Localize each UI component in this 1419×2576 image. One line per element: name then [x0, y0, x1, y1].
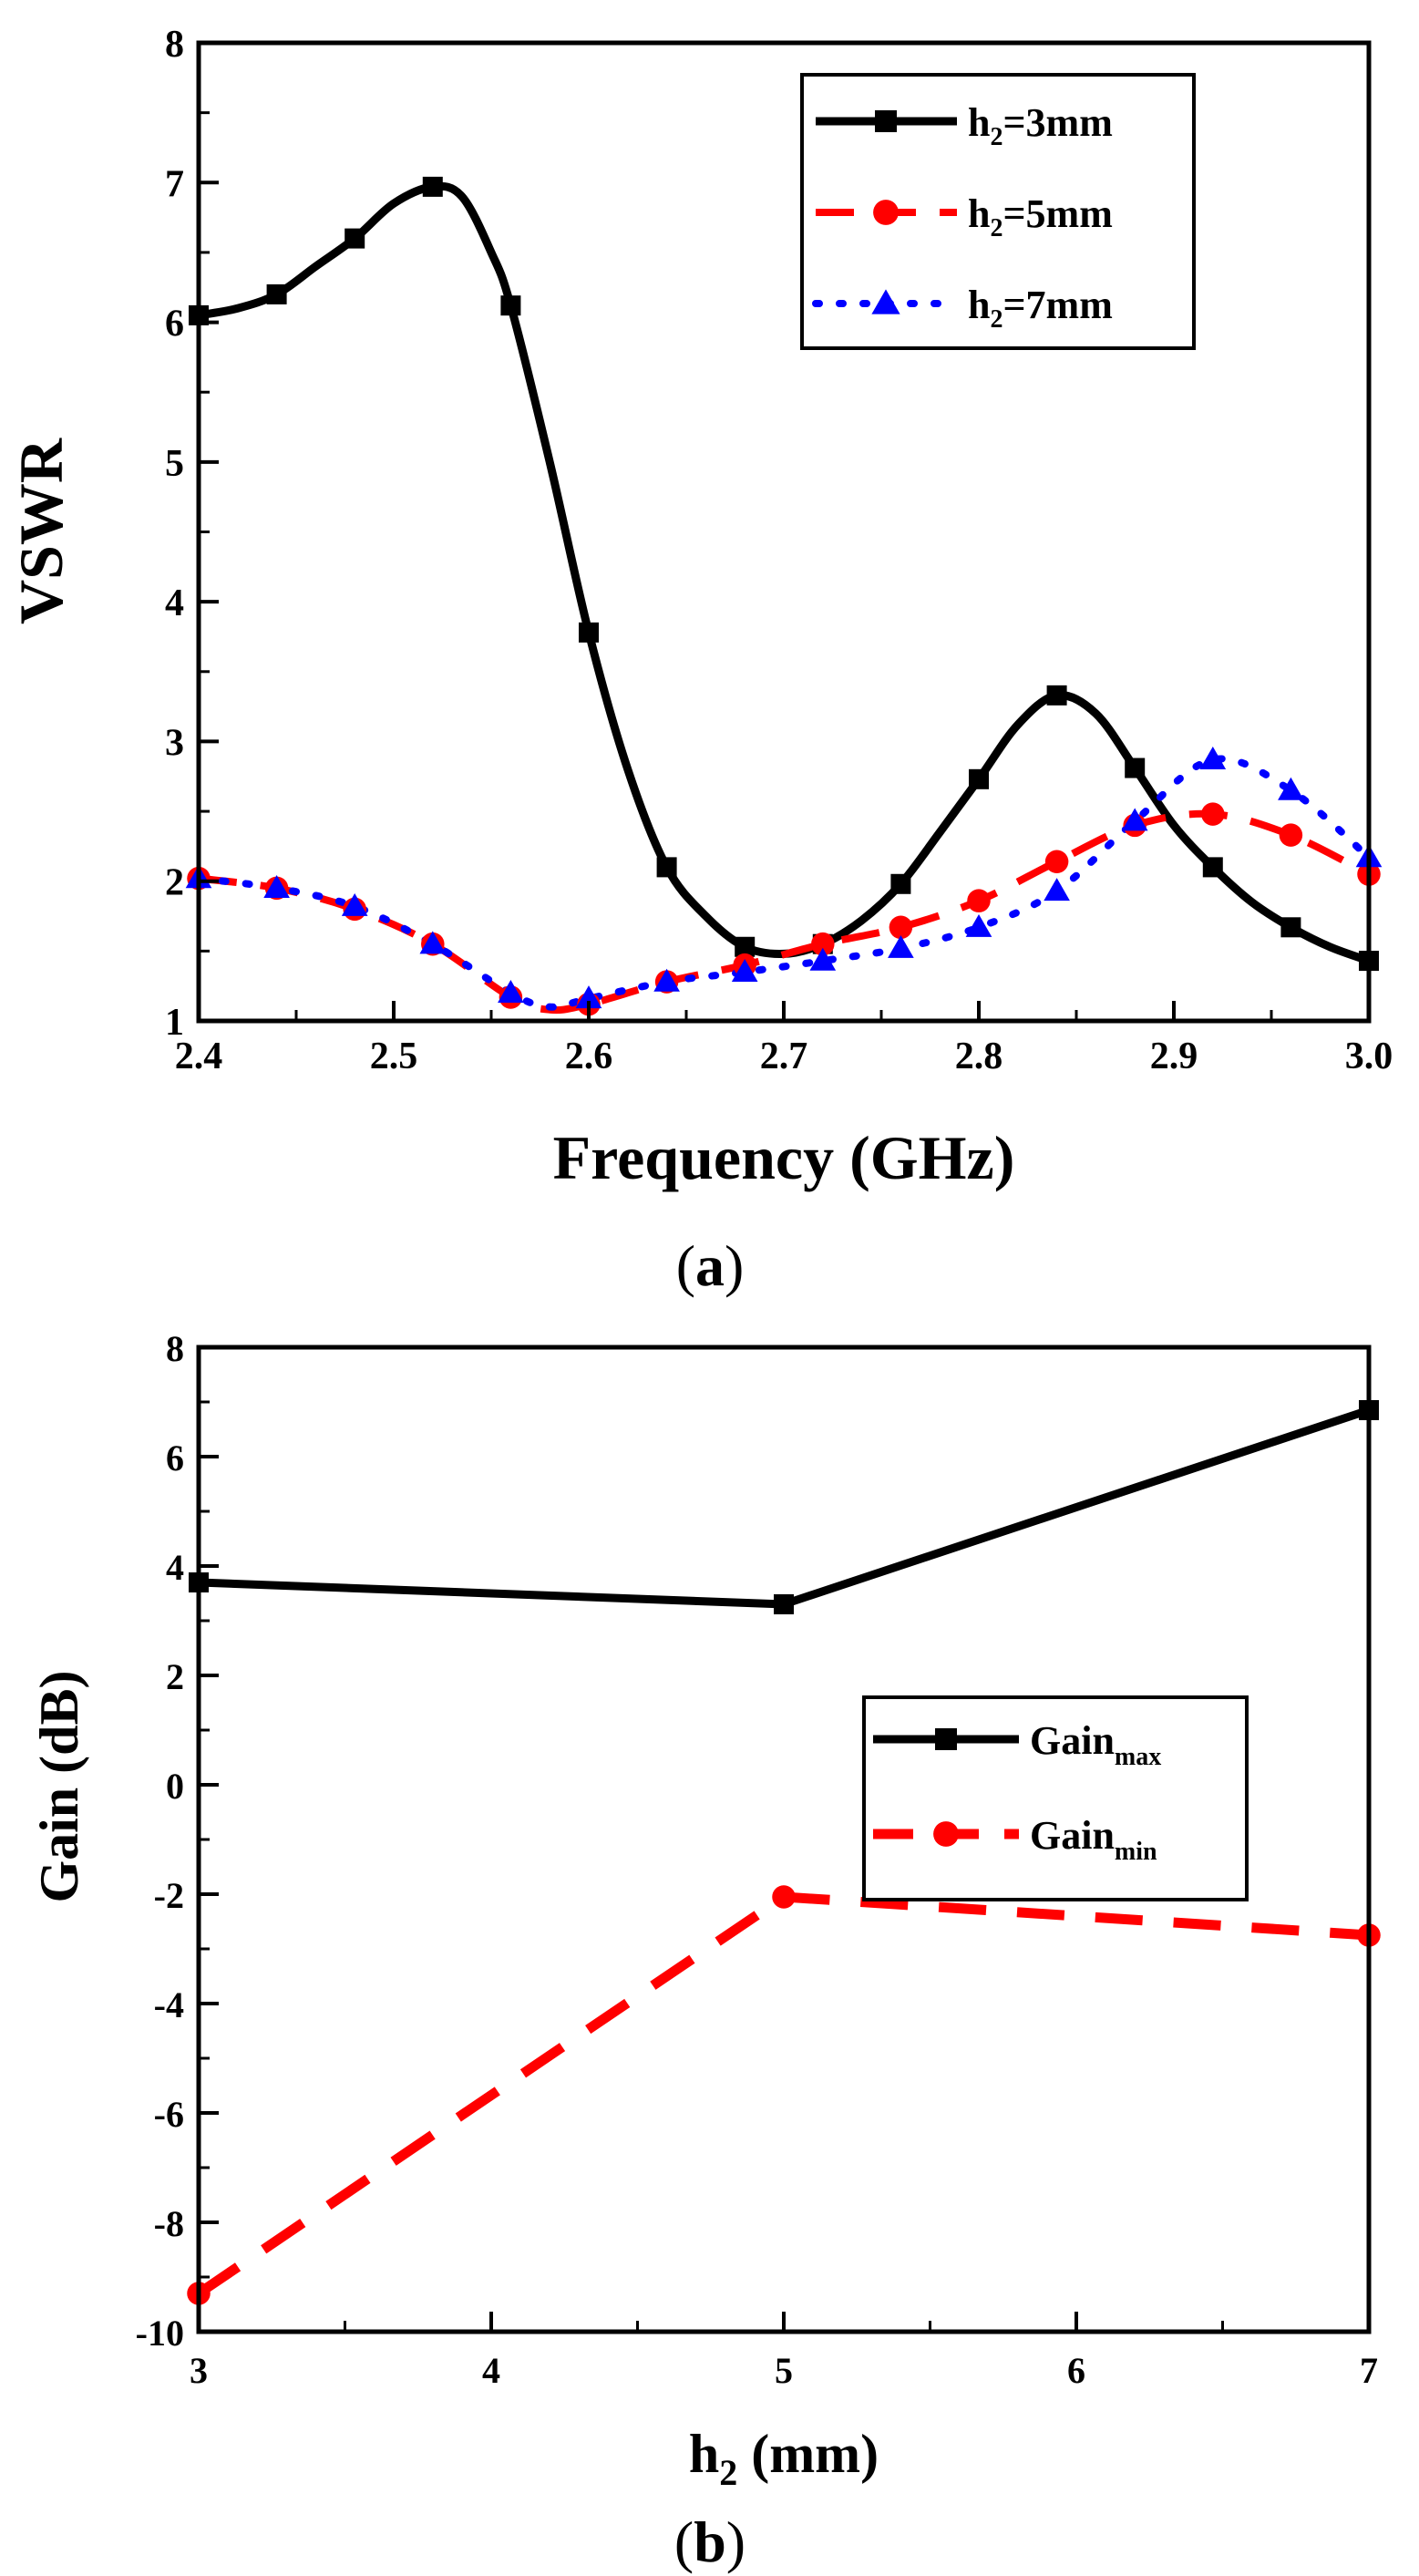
y-tick-label: 3	[165, 722, 184, 764]
chart-b-ticks: 3 4 5 6 7 -10 -8 -6 -4 -2 0 2 4 6 8	[136, 1328, 1378, 2391]
chart-a-ticks: 2.4 2.5 2.6 2.7 2.8 2.9 3.0 1 2 3 4 5 6 7 8	[165, 24, 1393, 1077]
series-line-h2=3mm	[198, 181, 1371, 965]
x-tick-label: 6	[1067, 2350, 1085, 2391]
data-point-h2=3mm	[890, 873, 911, 894]
data-point-h2=7mm	[1278, 777, 1304, 800]
chart-a-legend: h2=3mm h2=5mm h2=7mm	[800, 73, 1196, 350]
data-point-h2=3mm	[969, 768, 989, 789]
data-point-h2=5mm	[1044, 850, 1069, 874]
x-tick-label: 2.6	[565, 1036, 613, 1077]
y-tick-label: 6	[165, 304, 184, 345]
x-tick-label: 2.8	[955, 1036, 1003, 1077]
chart-b-ylabel: Gain (dB)	[29, 1670, 89, 1902]
y-tick-label: 5	[165, 443, 184, 485]
y-tick-label: -2	[154, 1875, 184, 1916]
chart-b-xlabel: h2 (mm)	[689, 2424, 879, 2493]
data-point-h2=3mm	[1202, 857, 1223, 878]
x-tick-label: 2.4	[175, 1036, 223, 1077]
x-tick-label: 2.5	[370, 1036, 418, 1077]
y-tick-label: 1	[165, 1002, 184, 1044]
data-point-h2=3mm	[500, 295, 521, 316]
data-point-h2=7mm	[653, 968, 680, 992]
data-point-h2=7mm	[809, 947, 837, 971]
chart-a-xlabel: Frequency (GHz)	[553, 1123, 1015, 1192]
data-point-Gainmax	[774, 1594, 794, 1614]
y-tick-label: 8	[165, 24, 184, 66]
data-point-h2=5mm	[1279, 823, 1303, 847]
data-point-h2=7mm	[263, 875, 290, 899]
chart-b-legend: Gainmax Gainmin	[862, 1695, 1249, 1901]
legend-marker-Gainmin	[933, 1821, 959, 1847]
data-point-h2=7mm	[498, 980, 524, 1003]
x-tick-label: 2.9	[1150, 1036, 1198, 1077]
x-tick-label: 3	[190, 2350, 208, 2391]
data-point-h2=5mm	[889, 915, 913, 940]
y-tick-label: 8	[166, 1328, 184, 1369]
data-point-h2=5mm	[967, 889, 991, 912]
legend-marker-h2=5mm	[873, 200, 899, 225]
y-tick-label: 4	[165, 582, 184, 624]
data-point-h2=7mm	[1044, 878, 1070, 902]
legend-marker-h2=7mm	[871, 289, 900, 314]
y-tick-label: 2	[166, 1656, 184, 1697]
legend-label-h2=5mm: h2=5mm	[968, 191, 1113, 242]
x-tick-label: 4	[482, 2350, 500, 2391]
data-point-h2=3mm	[579, 622, 599, 643]
y-tick-label: -8	[154, 2203, 184, 2244]
y-tick-label: -4	[154, 1984, 184, 2025]
y-tick-label: 7	[165, 163, 184, 205]
chart-b: 3 4 5 6 7 -10 -8 -6 -4 -2 0 2 4 6 8 Gainmax Gainmin Gai…	[29, 1328, 1381, 2574]
y-tick-label: 6	[166, 1437, 184, 1479]
y-tick-label: -10	[136, 2313, 184, 2354]
series-line-Gainmax	[198, 1406, 1371, 1609]
data-point-h2=7mm	[575, 985, 602, 1009]
legend-marker-Gainmax	[935, 1728, 957, 1750]
data-point-h2=3mm	[1125, 757, 1146, 778]
data-point-h2=7mm	[731, 959, 758, 982]
series-line-Gainmin	[195, 1891, 1370, 2298]
legend-marker-h2=3mm	[875, 110, 897, 132]
chart-a-plot-area	[185, 176, 1383, 1016]
chart-a-ylabel: VSWR	[6, 438, 76, 624]
y-tick-label: 4	[166, 1547, 184, 1588]
data-point-h2=7mm	[341, 892, 368, 916]
data-point-h2=3mm	[1280, 917, 1301, 938]
data-point-h2=7mm	[888, 934, 914, 958]
legend-label-Gainmax: Gainmax	[1030, 1718, 1161, 1771]
data-point-h2=3mm	[656, 857, 677, 878]
data-point-h2=5mm	[811, 932, 835, 956]
y-tick-label: 2	[165, 862, 184, 904]
data-point-h2=7mm	[1199, 747, 1227, 769]
chart-b-caption: (b)	[674, 2509, 745, 2574]
data-point-h2=3mm	[344, 228, 365, 249]
legend-label-h2=7mm: h2=7mm	[968, 283, 1113, 334]
x-tick-label: 5	[775, 2350, 793, 2391]
legend-label-Gainmin: Gainmin	[1030, 1813, 1157, 1866]
legend-label-h2=3mm: h2=3mm	[968, 100, 1113, 151]
x-tick-label: 3.0	[1345, 1036, 1393, 1077]
data-point-h2=7mm	[965, 913, 992, 937]
data-point-h2=3mm	[1046, 685, 1067, 706]
data-point-h2=5mm	[1201, 802, 1225, 826]
y-tick-label: 0	[166, 1766, 184, 1807]
x-tick-label: 7	[1360, 2350, 1378, 2391]
data-point-h2=7mm	[1121, 808, 1148, 831]
data-point-h2=3mm	[422, 176, 443, 197]
data-point-h2=7mm	[419, 931, 447, 954]
series-line-h2=7mm	[195, 755, 1373, 1011]
chart-a-caption: (a)	[676, 1233, 745, 1298]
data-point-h2=3mm	[735, 936, 756, 957]
data-point-h2=3mm	[266, 283, 287, 304]
data-point-Gainmin	[772, 1885, 796, 1909]
x-tick-label: 2.7	[760, 1036, 808, 1077]
y-tick-label: -6	[154, 2094, 184, 2135]
chart-a: 2.4 2.5 2.6 2.7 2.8 2.9 3.0 1 2 3 4 5 6 7 8 h2=3mm h2=5…	[6, 24, 1393, 1298]
chart-b-legend-box	[862, 1695, 1249, 1901]
